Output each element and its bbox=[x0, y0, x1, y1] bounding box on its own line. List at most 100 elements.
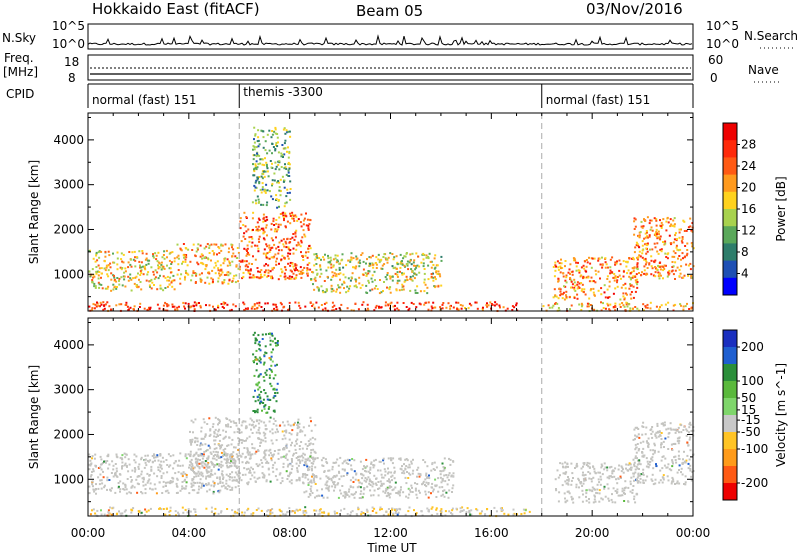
velocity-cell bbox=[625, 463, 628, 466]
power-cell bbox=[600, 287, 603, 290]
velocity-cell bbox=[431, 486, 434, 489]
velocity-cell bbox=[213, 482, 216, 484]
power-cell bbox=[674, 269, 677, 272]
power-cell bbox=[561, 297, 564, 300]
power-cell bbox=[251, 237, 254, 240]
velocity-cell bbox=[212, 423, 215, 426]
power-cell bbox=[386, 272, 389, 274]
velocity-cell bbox=[254, 452, 257, 455]
power-cell bbox=[663, 268, 666, 270]
power-cell bbox=[259, 188, 262, 191]
velocity-cell bbox=[203, 450, 206, 453]
power-cell bbox=[434, 266, 437, 269]
velocity-cell bbox=[639, 441, 642, 444]
velocity-cell bbox=[440, 508, 443, 511]
power-cell bbox=[611, 256, 614, 259]
velocity-cell bbox=[160, 460, 163, 463]
power-cell bbox=[668, 272, 671, 275]
velocity-cell bbox=[647, 466, 650, 469]
velocity-cell bbox=[676, 429, 679, 432]
velocity-cell bbox=[263, 421, 266, 424]
power-cell bbox=[274, 309, 277, 312]
power-cell bbox=[389, 252, 392, 255]
velocity-cell bbox=[451, 509, 454, 512]
power-cell bbox=[291, 262, 294, 265]
velocity-cell bbox=[358, 497, 361, 499]
velocity-cell bbox=[637, 473, 640, 476]
velocity-cell bbox=[674, 431, 677, 434]
power-cell bbox=[599, 277, 601, 280]
power-cell bbox=[108, 254, 111, 257]
velocity-cell bbox=[258, 431, 261, 434]
power-cell bbox=[270, 256, 273, 259]
velocity-cell bbox=[599, 471, 601, 474]
power-cell bbox=[268, 190, 271, 193]
power-cell bbox=[633, 251, 636, 254]
velocity-cell bbox=[231, 476, 234, 479]
power-cell bbox=[557, 279, 560, 282]
power-cell bbox=[113, 261, 116, 264]
velocity-cell bbox=[214, 464, 217, 467]
velocity-cell bbox=[675, 428, 678, 431]
velocity-cell bbox=[246, 451, 249, 454]
power-cell bbox=[685, 263, 688, 266]
power-cell bbox=[552, 296, 555, 299]
power-cell bbox=[282, 216, 285, 218]
velocity-cell bbox=[197, 474, 200, 477]
velocity-cell bbox=[238, 472, 241, 475]
velocity-cell bbox=[258, 348, 261, 351]
power-cell bbox=[646, 250, 649, 253]
velocity-cell bbox=[185, 476, 188, 479]
power-cell bbox=[291, 236, 294, 239]
velocity-cell bbox=[684, 483, 687, 486]
velocity-cell bbox=[647, 437, 650, 440]
power-cell bbox=[243, 247, 246, 250]
power-cell bbox=[266, 302, 269, 305]
power-cell bbox=[587, 305, 590, 308]
velocity-cell bbox=[261, 338, 264, 340]
velocity-cell bbox=[239, 438, 241, 441]
velocity-cell bbox=[638, 448, 641, 450]
power-cell bbox=[186, 264, 189, 267]
power-cell bbox=[371, 254, 374, 257]
velocity-cell bbox=[88, 453, 91, 456]
velocity-cell bbox=[207, 470, 210, 473]
power-cell bbox=[368, 256, 371, 259]
power-cell bbox=[618, 269, 621, 272]
power-cell bbox=[664, 242, 667, 245]
velocity-cell bbox=[360, 513, 363, 516]
velocity-cell bbox=[88, 492, 91, 495]
power-feature bbox=[552, 256, 639, 301]
velocity-cell bbox=[191, 479, 194, 482]
velocity-cell bbox=[369, 466, 372, 469]
velocity-cell bbox=[250, 453, 252, 456]
velocity-cell bbox=[328, 485, 331, 488]
velocity-cell bbox=[191, 464, 194, 467]
velocity-cell bbox=[189, 439, 192, 441]
power-cell bbox=[259, 158, 262, 161]
velocity-cell bbox=[242, 420, 245, 423]
power-cell bbox=[413, 264, 415, 267]
power-cell bbox=[600, 301, 602, 304]
velocity-cell bbox=[254, 424, 257, 427]
power-cell bbox=[582, 264, 585, 267]
velocity-cell bbox=[653, 451, 656, 454]
velocity-cell bbox=[181, 464, 184, 467]
power-cell bbox=[221, 305, 224, 308]
velocity-cell bbox=[124, 509, 127, 512]
power-cell bbox=[274, 149, 277, 152]
power-cell bbox=[366, 273, 368, 276]
power-cell bbox=[283, 142, 286, 145]
power-cell bbox=[308, 262, 311, 265]
velocity-cell bbox=[181, 475, 184, 478]
velocity-cell bbox=[135, 455, 138, 458]
velocity-cell bbox=[379, 480, 382, 483]
velocity-cell bbox=[160, 464, 163, 467]
velocity-cell bbox=[304, 473, 307, 476]
power-cell bbox=[614, 261, 617, 264]
velocity-cell bbox=[215, 458, 218, 461]
power-cell bbox=[258, 154, 261, 157]
velocity-cell bbox=[440, 481, 443, 484]
velocity-cell bbox=[598, 481, 601, 484]
velocity-cell bbox=[342, 494, 345, 497]
